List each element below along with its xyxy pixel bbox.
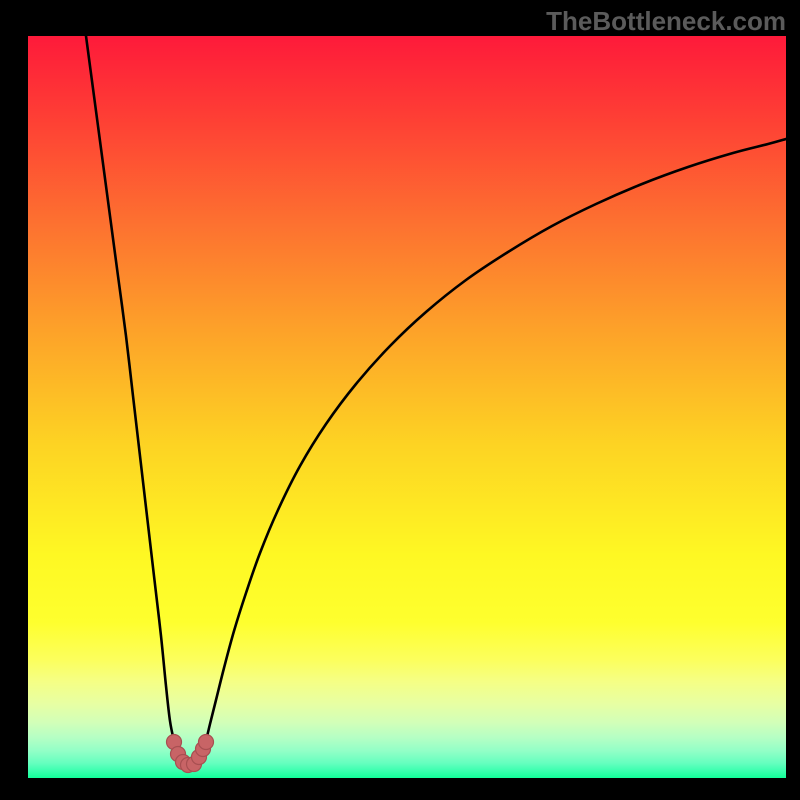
chart-frame: TheBottleneck.com xyxy=(0,0,800,800)
gradient-background xyxy=(28,36,786,778)
trough-marker xyxy=(199,735,214,750)
plot-svg xyxy=(28,36,786,778)
watermark-text: TheBottleneck.com xyxy=(546,6,786,37)
plot-area xyxy=(28,36,786,778)
